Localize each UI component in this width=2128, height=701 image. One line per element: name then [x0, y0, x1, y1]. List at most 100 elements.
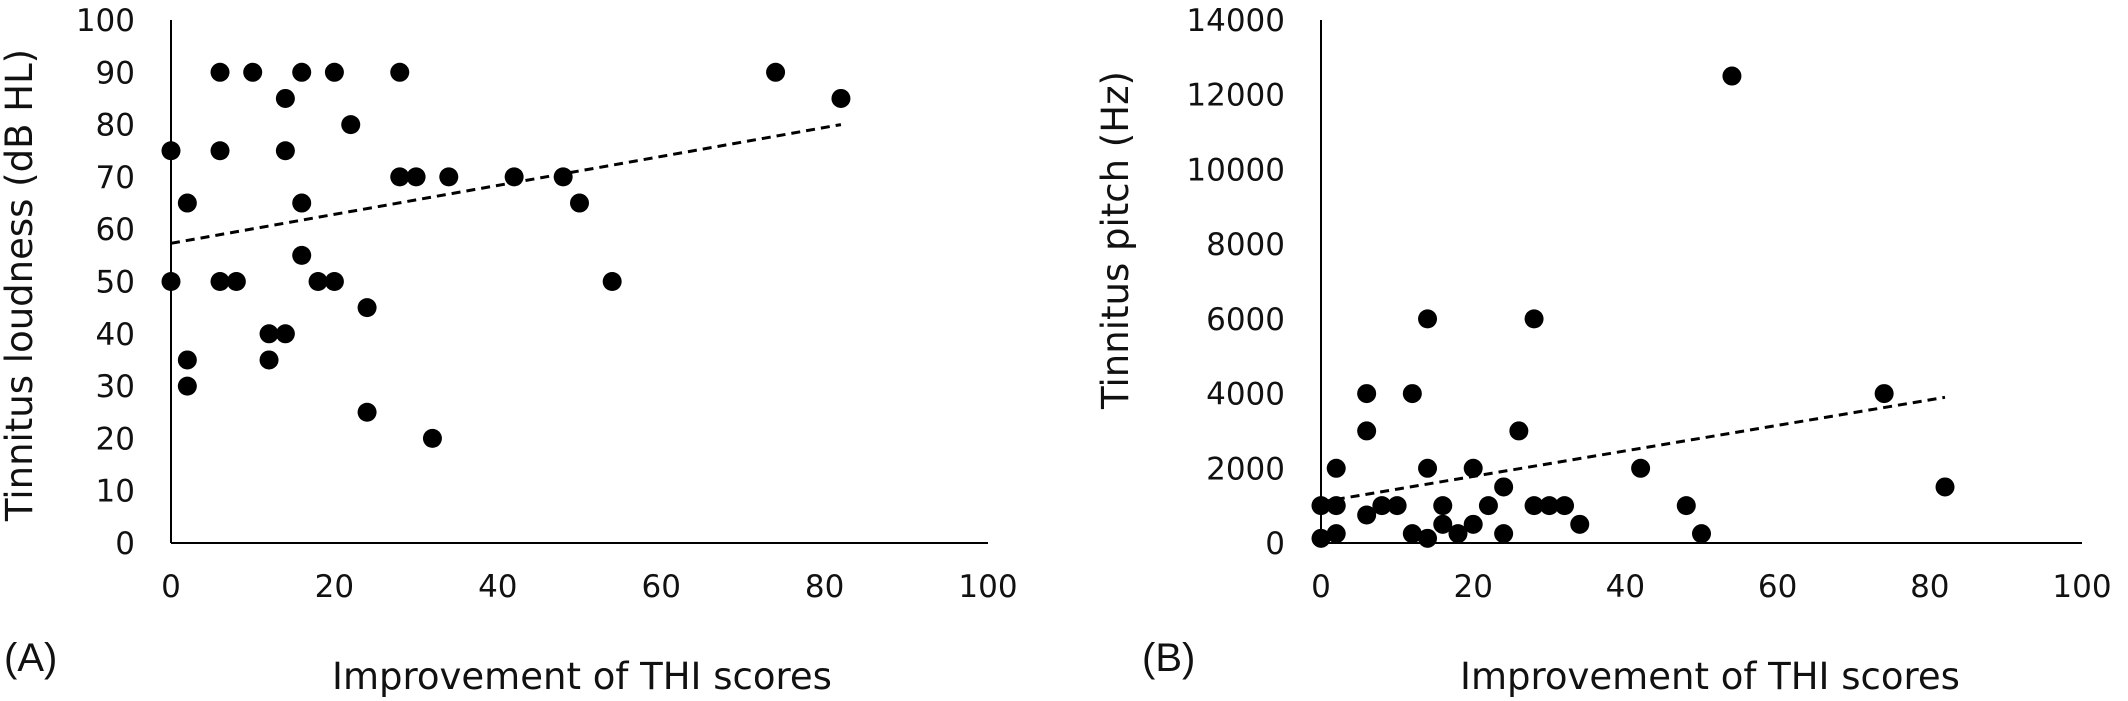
- data-point: [1631, 458, 1651, 478]
- data-point: [831, 88, 851, 108]
- data-point: [357, 402, 377, 422]
- x-tick-label: 0: [161, 569, 181, 605]
- y-tick-labels: 0 10 20 30 40 50 60 70 80 90 100: [76, 3, 135, 562]
- y-tick-label: 12000: [1186, 78, 1285, 114]
- data-point: [1418, 458, 1438, 478]
- trendline: [1320, 395, 1946, 504]
- x-tick-label: 60: [1758, 569, 1797, 605]
- y-tick-labels: 0 2000 4000 6000 8000 10000 12000 14000: [1186, 3, 1285, 562]
- data-point: [602, 272, 622, 291]
- data-point: [1433, 496, 1453, 516]
- data-point: [1874, 384, 1894, 404]
- y-tick-label: 4000: [1206, 377, 1285, 413]
- data-point: [1478, 496, 1498, 516]
- y-tick-label: 90: [96, 55, 135, 91]
- y-tick-label: 20: [96, 421, 135, 457]
- data-point: [1494, 477, 1514, 497]
- data-point: [1402, 524, 1422, 544]
- data-points: [161, 62, 851, 448]
- y-tick-label: 80: [96, 108, 135, 144]
- data-point: [1357, 421, 1377, 441]
- data-point: [1326, 524, 1346, 544]
- x-tick-label: 40: [478, 569, 517, 605]
- chart-panel-a: 0 10 20 30 40 50 60 70 80 90 100 0 20 40 60 80 100 Tinn…: [0, 3, 1018, 698]
- data-point: [1402, 384, 1422, 404]
- data-point: [177, 376, 197, 396]
- data-point: [1372, 496, 1392, 516]
- data-point: [439, 167, 459, 187]
- x-tick-label: 100: [2052, 569, 2111, 605]
- data-point: [766, 62, 786, 82]
- data-point: [1448, 524, 1468, 544]
- data-point: [275, 88, 295, 108]
- data-point: [1311, 528, 1331, 548]
- y-tick-label: 14000: [1186, 3, 1285, 39]
- data-point: [226, 272, 246, 291]
- data-point: [1311, 496, 1331, 516]
- data-point: [1555, 496, 1575, 516]
- x-tick-label: 80: [1910, 569, 1949, 605]
- data-point: [324, 272, 344, 291]
- y-tick-label: 2000: [1206, 451, 1285, 487]
- trendline: [170, 123, 842, 245]
- y-tick-label: 70: [96, 160, 135, 196]
- data-point: [292, 193, 312, 213]
- data-point: [324, 62, 344, 82]
- data-point: [1418, 528, 1438, 548]
- x-tick-label: 0: [1311, 569, 1331, 605]
- data-point: [1539, 496, 1559, 516]
- chart-panel-b: 0 2000 4000 6000 8000 10000 12000 14000 0 20 40 60…: [1094, 3, 2112, 698]
- data-point: [1524, 309, 1544, 329]
- data-point: [1524, 496, 1544, 516]
- data-point: [292, 62, 312, 82]
- data-points: [1311, 66, 1955, 548]
- panel-label: (B): [1142, 636, 1195, 680]
- data-point: [422, 428, 442, 448]
- data-point: [1433, 514, 1453, 534]
- y-tick-label: 40: [96, 317, 135, 353]
- y-axis-title: Tinnitus pitch (Hz): [1094, 71, 1137, 410]
- data-point: [243, 62, 263, 82]
- data-point: [1387, 496, 1407, 516]
- data-point: [275, 324, 295, 344]
- x-tick-labels: 0 20 40 60 80 100: [1311, 569, 2111, 605]
- data-point: [210, 141, 230, 161]
- data-point: [1692, 524, 1711, 544]
- data-point: [1509, 421, 1529, 441]
- data-point: [210, 272, 230, 291]
- data-point: [390, 62, 410, 82]
- x-axis-title: Improvement of THI scores: [1460, 655, 1960, 698]
- y-tick-label: 0: [1265, 526, 1285, 562]
- data-point: [1935, 477, 1955, 497]
- data-point: [275, 141, 295, 161]
- data-point: [553, 167, 573, 187]
- data-point: [406, 167, 426, 187]
- data-point: [210, 62, 230, 82]
- data-point: [1357, 384, 1377, 404]
- data-point: [259, 350, 279, 370]
- y-tick-label: 6000: [1206, 302, 1285, 338]
- data-point: [341, 115, 361, 135]
- y-tick-label: 50: [96, 265, 135, 301]
- x-tick-label: 100: [958, 569, 1017, 605]
- x-tick-label: 60: [641, 569, 680, 605]
- x-tick-label: 40: [1606, 569, 1645, 605]
- data-point: [357, 298, 377, 318]
- data-point: [177, 193, 197, 213]
- data-point: [1570, 514, 1590, 534]
- x-axis-title: Improvement of THI scores: [332, 655, 832, 698]
- y-tick-label: 10: [96, 474, 135, 510]
- data-point: [570, 193, 589, 213]
- x-tick-label: 80: [805, 569, 844, 605]
- data-point: [161, 141, 181, 161]
- data-point: [1676, 496, 1696, 516]
- data-point: [1326, 458, 1346, 478]
- data-point: [1463, 458, 1483, 478]
- y-tick-label: 10000: [1186, 152, 1285, 188]
- data-point: [390, 167, 410, 187]
- data-point: [1357, 505, 1377, 525]
- y-tick-label: 8000: [1206, 227, 1285, 263]
- y-tick-label: 0: [115, 526, 135, 562]
- x-tick-label: 20: [315, 569, 354, 605]
